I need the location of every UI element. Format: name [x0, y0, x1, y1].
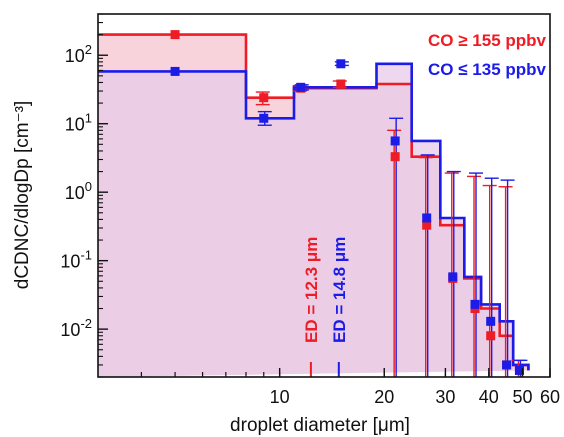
data-point: [486, 316, 496, 326]
data-point: [259, 113, 269, 123]
x-axis-ticks: 10 20 30 40 50 60: [140, 368, 560, 407]
ed-annotations: ED = 12.3 μm ED = 14.8 μm: [302, 237, 349, 343]
data-point: [170, 66, 180, 76]
ed-annotation-label: ED = 14.8 μm: [330, 237, 349, 343]
x-tick-label: 10: [270, 387, 290, 407]
x-tick-label: 40: [479, 387, 499, 407]
legend-entry-low-co: CO ≤ 135 ppbv: [428, 60, 547, 79]
series-steps: [98, 33, 530, 371]
data-point: [422, 213, 432, 223]
x-axis-label: droplet diameter [μm]: [230, 415, 410, 436]
x-tick-label: 60: [540, 387, 560, 407]
x-tick-label: 20: [374, 387, 394, 407]
y-axis-label: dCDNC/dlogDp [cm⁻³]: [12, 101, 33, 289]
data-markers: [170, 30, 524, 375]
ed-annotation-label: ED = 12.3 μm: [302, 237, 321, 343]
y-tick-label: 100: [65, 179, 92, 203]
data-point: [296, 82, 306, 92]
data-point: [486, 331, 496, 341]
ed-markers: [309, 362, 340, 377]
data-point: [514, 365, 524, 375]
data-point: [448, 272, 458, 282]
series-step-1: [98, 62, 530, 371]
y-tick-label: 10-2: [60, 316, 92, 340]
x-tick-label: 50: [512, 387, 532, 407]
data-point: [259, 93, 269, 103]
data-point: [470, 299, 480, 309]
data-point: [336, 59, 346, 69]
y-axis-ticks: 10-2 10-1 100 101 102: [60, 13, 108, 378]
data-point: [502, 360, 512, 370]
y-tick-label: 101: [65, 111, 92, 135]
x-tick-label: 30: [435, 387, 455, 407]
legend-entry-high-co: CO ≥ 155 ppbv: [428, 31, 547, 50]
y-tick-label: 102: [65, 42, 92, 66]
data-point: [390, 136, 400, 146]
y-tick-label: 10-1: [60, 248, 92, 272]
data-point: [390, 152, 400, 162]
data-point: [336, 79, 346, 89]
data-point: [422, 220, 432, 230]
data-point: [170, 30, 180, 40]
